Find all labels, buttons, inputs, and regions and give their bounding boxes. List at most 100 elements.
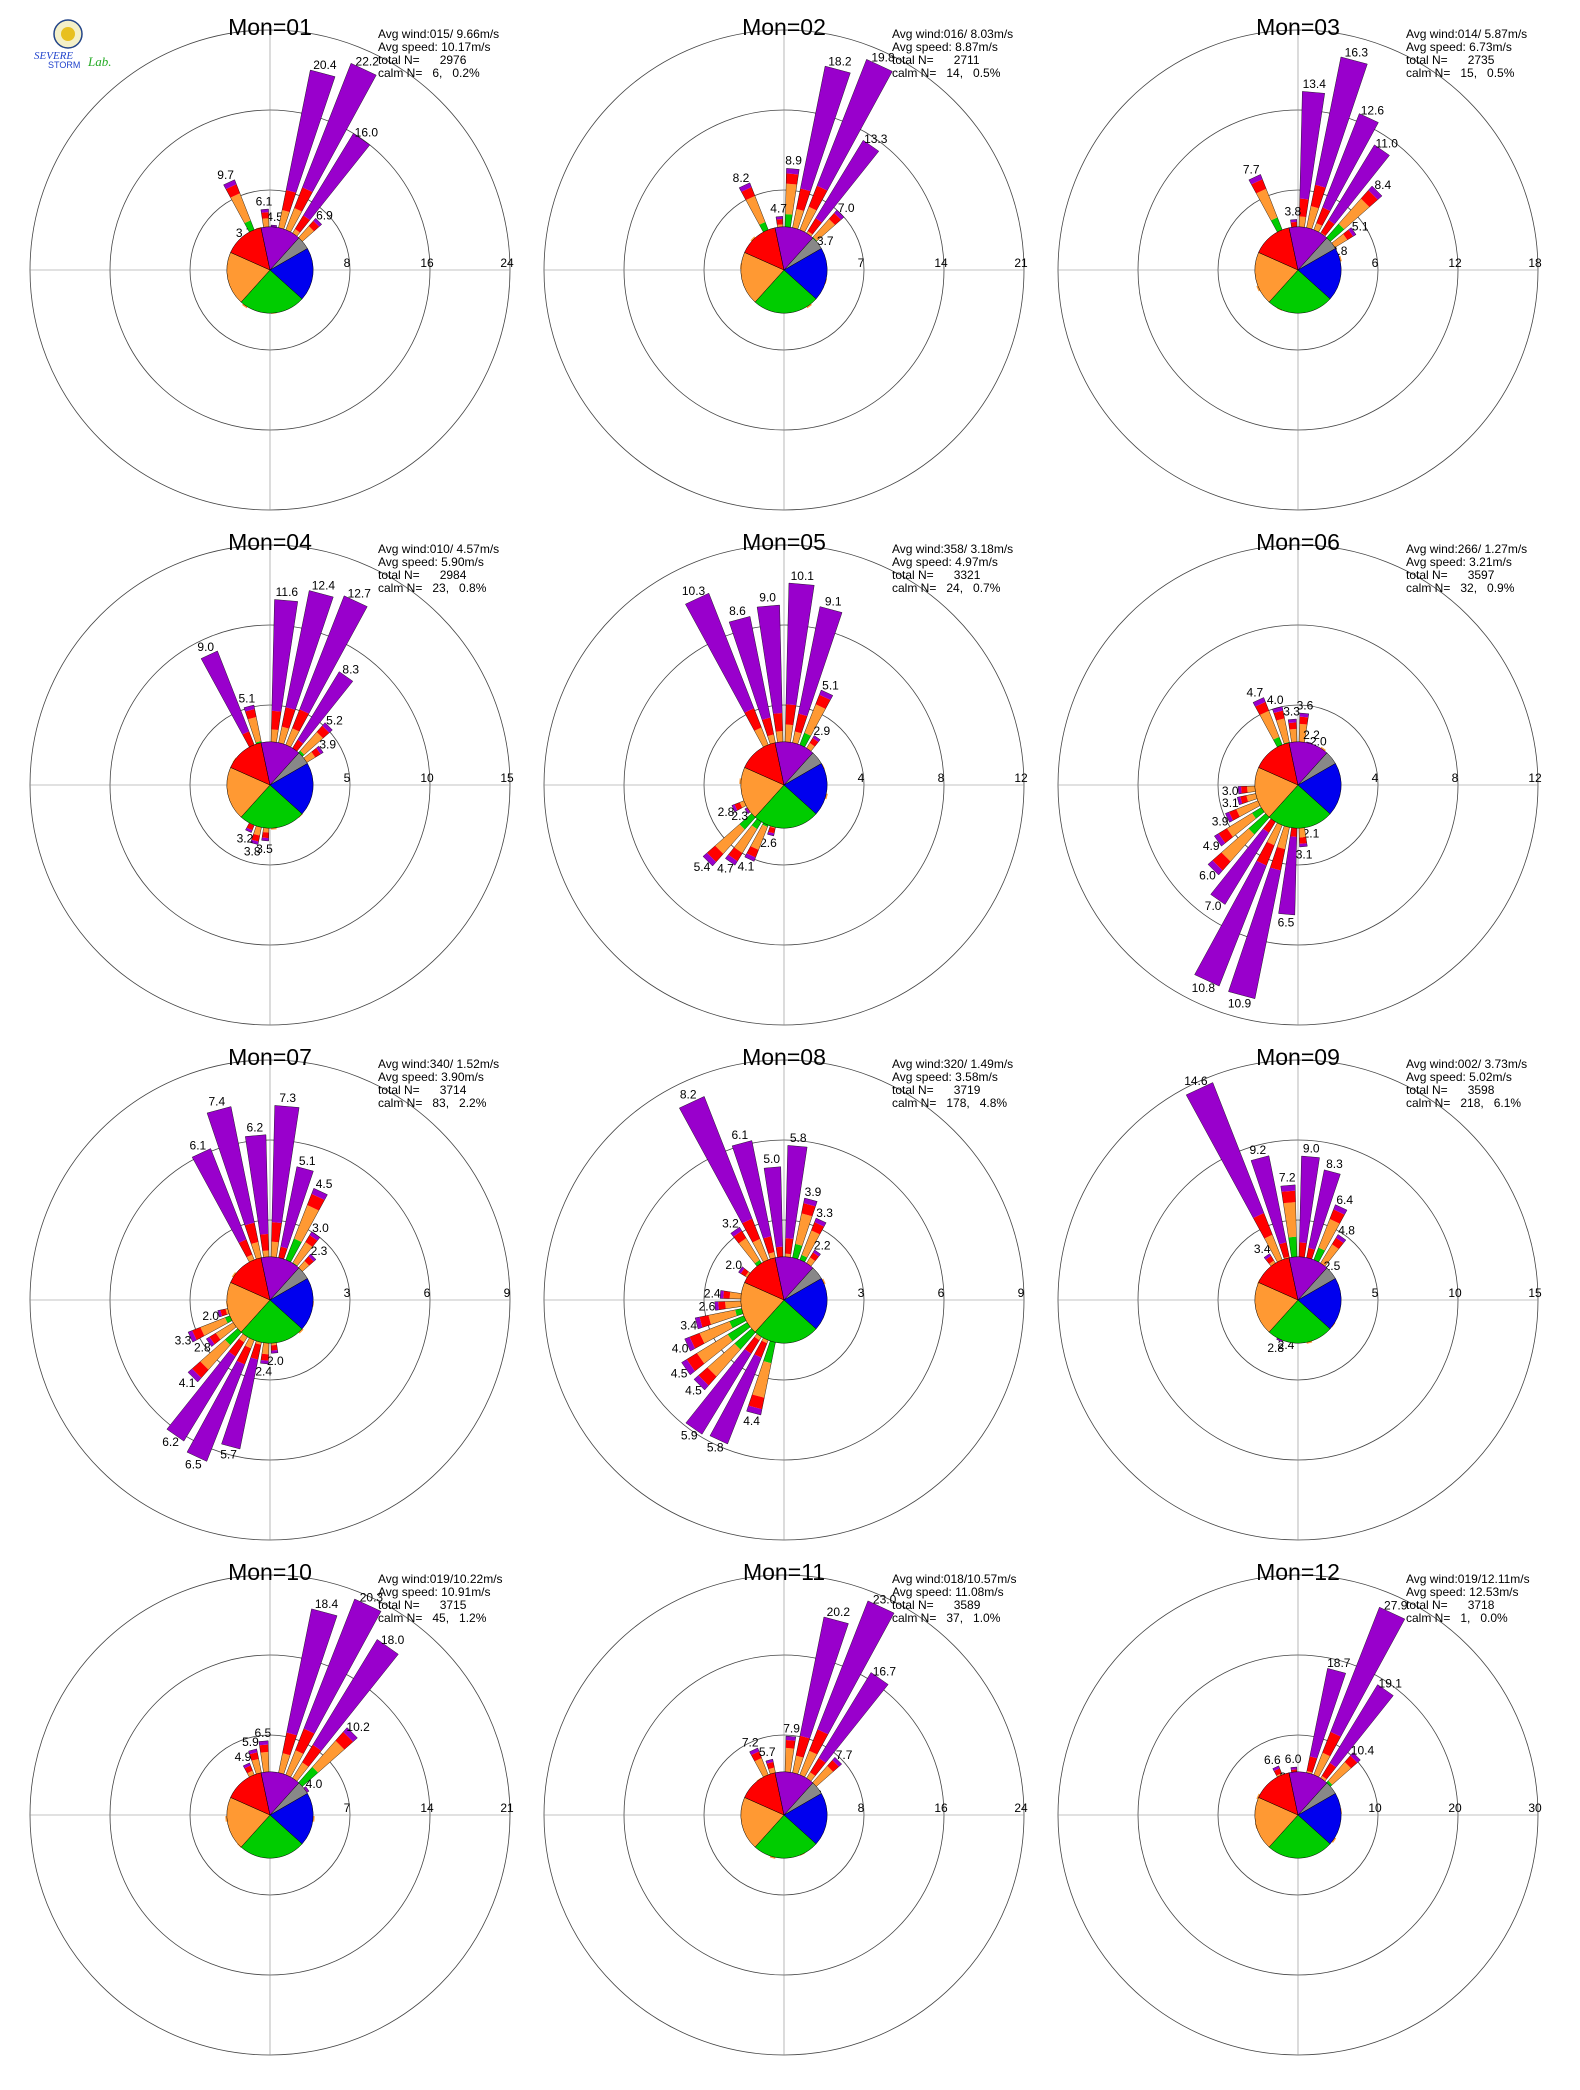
wind-rose-panel: 816244.520.422.216.06.92.63.79.76.1Mon=0… (14, 14, 526, 526)
bar-value-label: 8.4 (1375, 178, 1392, 192)
wind-bar-segment (1263, 817, 1277, 833)
wind-bar-segment (294, 1205, 319, 1243)
wind-bar-segment (1299, 1242, 1307, 1258)
wind-bar-segment (1360, 190, 1378, 208)
wind-bar-segment (192, 1148, 247, 1243)
wind-bar-outline (783, 1616, 849, 1816)
ring-label: 15 (500, 771, 514, 785)
wind-bar-outline (269, 1166, 314, 1301)
wind-bar-outline (221, 1299, 271, 1450)
wind-bar-outline (269, 63, 377, 271)
wind-bar-segment (1229, 809, 1240, 821)
wind-bar-segment (245, 1134, 269, 1235)
wind-bar-segment (192, 1361, 209, 1378)
wind-bar-segment (200, 1339, 231, 1370)
wind-bar-outline (728, 616, 785, 786)
bar-value-label: 20.3 (360, 1590, 384, 1604)
wind-bar-segment (261, 212, 269, 219)
bar-value-label: 9.1 (825, 594, 842, 608)
stat-line: Avg wind:358/ 3.18m/s (892, 542, 1014, 556)
speed-pie-slice (1297, 1267, 1336, 1301)
bar-value-label: 4.7 (770, 202, 787, 216)
wind-bar-segment (729, 616, 771, 720)
wind-bar-segment (1328, 144, 1390, 225)
wind-bar-segment (304, 1256, 314, 1266)
stat-line: calm N= 6, 0.2% (378, 66, 480, 80)
wind-bar-segment (1251, 179, 1267, 194)
bar-value-label: 6.0 (1285, 1752, 1302, 1766)
bar-value-label: 9.2 (1249, 1143, 1266, 1157)
wind-bar-segment (1264, 1234, 1283, 1264)
bar-value-label: 4.1 (179, 1376, 196, 1390)
wind-bar-outline (269, 1727, 358, 1816)
wind-bar-segment (299, 595, 368, 714)
wind-bar-segment (786, 173, 799, 185)
wind-bar-segment (286, 70, 336, 193)
wind-bar-outline (783, 65, 851, 271)
speed-pie-slice (269, 1267, 308, 1301)
logo-text-severe: SEVERE (34, 50, 74, 62)
ring-label: 5 (1372, 1286, 1379, 1300)
bar-value-label: 6.0 (1199, 869, 1216, 883)
ring-label: 16 (420, 256, 434, 270)
wind-bar-segment (689, 1333, 705, 1349)
wind-bar-segment (685, 1349, 752, 1435)
wind-bar-segment (312, 1740, 345, 1773)
wind-bar-segment (744, 708, 762, 731)
wind-bar-segment (1288, 722, 1297, 730)
wind-bar-segment (1343, 229, 1354, 240)
wind-bar-segment (271, 599, 298, 712)
wind-rose-panel: 3 6 9 5.8 3.9 3.3 2.2 4.4 5.8 5.9 4.5 4.5 4.0 3.4 2.6 2… (528, 1044, 1040, 1556)
wind-bar-outline (783, 689, 834, 786)
wind-bar-segment (166, 1351, 236, 1442)
wind-bar-segment (785, 1739, 796, 1749)
stat-line: total N= 3719 (892, 1083, 981, 1097)
bar-value-label: 27.9 (1384, 1598, 1408, 1612)
wind-bar-segment (1290, 1767, 1297, 1770)
wind-bar-segment (796, 188, 811, 211)
wind-bar-segment (245, 709, 257, 720)
bar-value-label: 8.3 (1326, 1157, 1343, 1171)
ring-label: 5 (344, 771, 351, 785)
wind-bar-segment (1278, 836, 1297, 915)
panel-stats: Avg wind:320/ 1.49m/s Avg speed: 3.58m/s t… (892, 1058, 1013, 1110)
wind-bar-segment (1253, 697, 1266, 707)
wind-bar-segment (773, 713, 783, 732)
wind-bar-segment (245, 827, 253, 833)
stat-line: Avg speed: 8.87m/s (892, 40, 998, 54)
wind-bar-outline (269, 1188, 328, 1301)
wind-bar-segment (750, 824, 768, 850)
bar-value-label: 7.9 (783, 1721, 800, 1735)
speed-pie-slice (269, 763, 314, 815)
bar-value-label: 7.4 (209, 1095, 226, 1109)
speed-pie-slice (1254, 1282, 1299, 1333)
wind-bar-segment (795, 1735, 810, 1758)
wind-bar-segment (1310, 184, 1326, 209)
wind-bar-segment (201, 650, 249, 735)
wind-bar-segment (1290, 221, 1297, 228)
wind-bar-segment (297, 671, 353, 744)
wind-bar-segment (751, 1751, 762, 1762)
wind-bar-segment (1214, 833, 1226, 847)
wind-bar-segment (795, 1213, 813, 1246)
wind-bar-segment (215, 1321, 238, 1340)
bar-value-label: 8.9 (785, 154, 802, 168)
wind-bar-outline (783, 59, 893, 271)
stat-line: Avg wind:340/ 1.52m/s (378, 1057, 500, 1071)
bar-value-label: 4.9 (235, 1750, 252, 1764)
wind-bar-segment (766, 1761, 775, 1770)
wind-bar-segment (733, 1230, 747, 1244)
stat-line: Avg wind:014/ 5.87m/s (1406, 27, 1528, 41)
wind-bar-segment (1238, 786, 1242, 794)
wind-bar-segment (834, 209, 845, 220)
wind-bar-segment (260, 1360, 269, 1364)
wind-bar-outline (269, 599, 298, 786)
wind-bar-segment (1212, 852, 1231, 871)
stat-line: Avg speed: 5.90m/s (378, 555, 484, 569)
panel-title: Mon=11 (742, 1559, 826, 1585)
panel-stats: Avg wind:019/10.22m/s Avg speed: 10.91m/s… (378, 1573, 503, 1625)
speed-pie-slice (783, 1782, 822, 1816)
wind-bar-outline (187, 1299, 271, 1383)
ring-label: 14 (934, 256, 948, 270)
